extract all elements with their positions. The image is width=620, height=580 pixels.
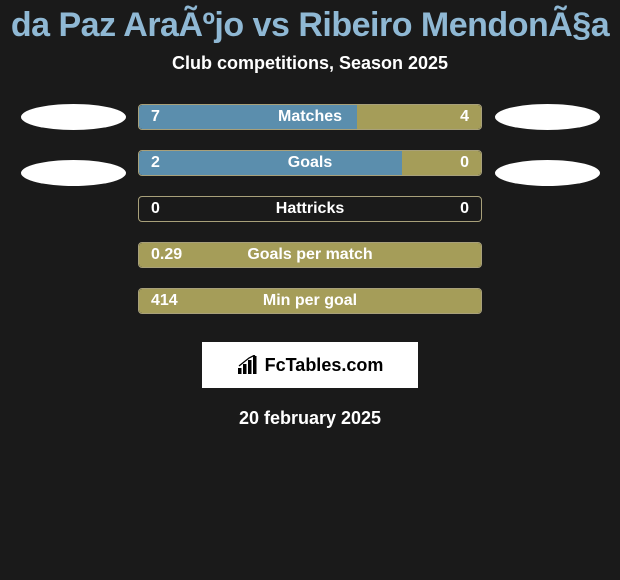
stat-value-right: 0 (460, 200, 469, 218)
stat-value-right: 4 (460, 108, 469, 126)
main-container: da Paz AraÃºjo vs Ribeiro MendonÃ§a Club… (0, 0, 620, 429)
date-text: 20 february 2025 (0, 408, 620, 429)
stat-value-right: 0 (460, 154, 469, 172)
avatar-col-right (492, 104, 602, 186)
stat-row: 2 Goals 0 (138, 150, 482, 176)
stat-label: Matches (278, 108, 342, 126)
subtitle: Club competitions, Season 2025 (0, 53, 620, 104)
avatar-col-left (18, 104, 128, 186)
player-avatar-left-2 (21, 160, 126, 186)
stat-bar-right (402, 151, 481, 175)
branding-box: FcTables.com (202, 342, 418, 388)
chart-icon (237, 355, 259, 375)
stat-row: 0.29 Goals per match (138, 242, 482, 268)
stat-value-left: 0.29 (151, 246, 182, 264)
page-title: da Paz AraÃºjo vs Ribeiro MendonÃ§a (0, 0, 620, 53)
stat-value-left: 414 (151, 292, 178, 310)
player-avatar-left-1 (21, 104, 126, 130)
stats-area: 7 Matches 4 2 Goals 0 0 Hattricks 0 0.29 Goals per… (0, 104, 620, 314)
stat-label: Goals per match (247, 246, 372, 264)
stat-row: 0 Hattricks 0 (138, 196, 482, 222)
stat-bars-column: 7 Matches 4 2 Goals 0 0 Hattricks 0 0.29 Goals per… (138, 104, 482, 314)
stat-value-left: 7 (151, 108, 160, 126)
stat-label: Goals (288, 154, 332, 172)
stat-bar-left (139, 151, 402, 175)
stat-row: 414 Min per goal (138, 288, 482, 314)
branding-text: FcTables.com (265, 355, 384, 376)
stat-row: 7 Matches 4 (138, 104, 482, 130)
stat-value-left: 0 (151, 200, 160, 218)
stat-value-left: 2 (151, 154, 160, 172)
player-avatar-right-1 (495, 104, 600, 130)
player-avatar-right-2 (495, 160, 600, 186)
stat-label: Hattricks (276, 200, 344, 218)
stat-label: Min per goal (263, 292, 357, 310)
